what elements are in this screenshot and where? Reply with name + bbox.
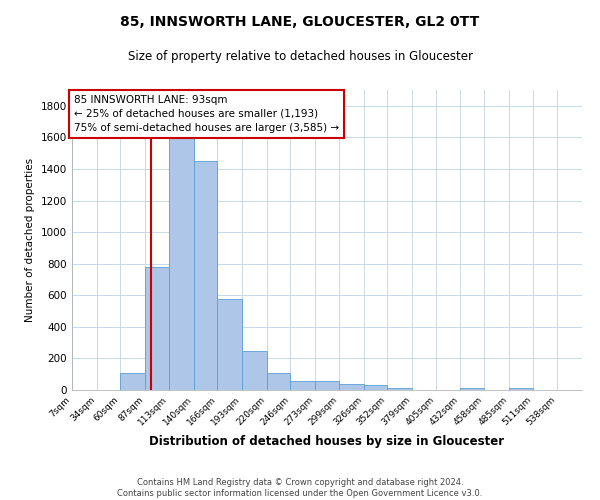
Text: Contains HM Land Registry data © Crown copyright and database right 2024.
Contai: Contains HM Land Registry data © Crown c… <box>118 478 482 498</box>
Bar <box>169 134 194 390</box>
Bar <box>339 384 364 390</box>
Bar <box>145 267 169 390</box>
Bar <box>364 386 388 390</box>
Bar <box>290 380 315 390</box>
Bar <box>217 299 242 390</box>
Text: 85, INNSWORTH LANE, GLOUCESTER, GL2 0TT: 85, INNSWORTH LANE, GLOUCESTER, GL2 0TT <box>121 15 479 29</box>
Bar <box>242 352 266 390</box>
Bar <box>121 372 145 390</box>
Bar <box>315 382 339 390</box>
Bar <box>194 161 217 390</box>
Bar <box>460 388 484 390</box>
Text: 85 INNSWORTH LANE: 93sqm
← 25% of detached houses are smaller (1,193)
75% of sem: 85 INNSWORTH LANE: 93sqm ← 25% of detach… <box>74 94 339 132</box>
X-axis label: Distribution of detached houses by size in Gloucester: Distribution of detached houses by size … <box>149 436 505 448</box>
Bar <box>266 372 290 390</box>
Y-axis label: Number of detached properties: Number of detached properties <box>25 158 35 322</box>
Bar <box>388 388 412 390</box>
Text: Size of property relative to detached houses in Gloucester: Size of property relative to detached ho… <box>128 50 473 63</box>
Bar <box>509 388 533 390</box>
